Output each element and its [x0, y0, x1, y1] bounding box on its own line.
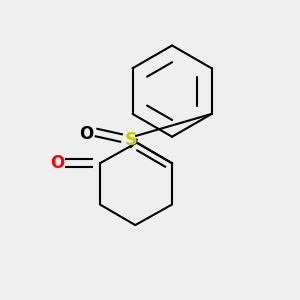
Text: O: O — [80, 125, 94, 143]
Text: O: O — [50, 154, 64, 172]
Text: S: S — [124, 131, 137, 149]
